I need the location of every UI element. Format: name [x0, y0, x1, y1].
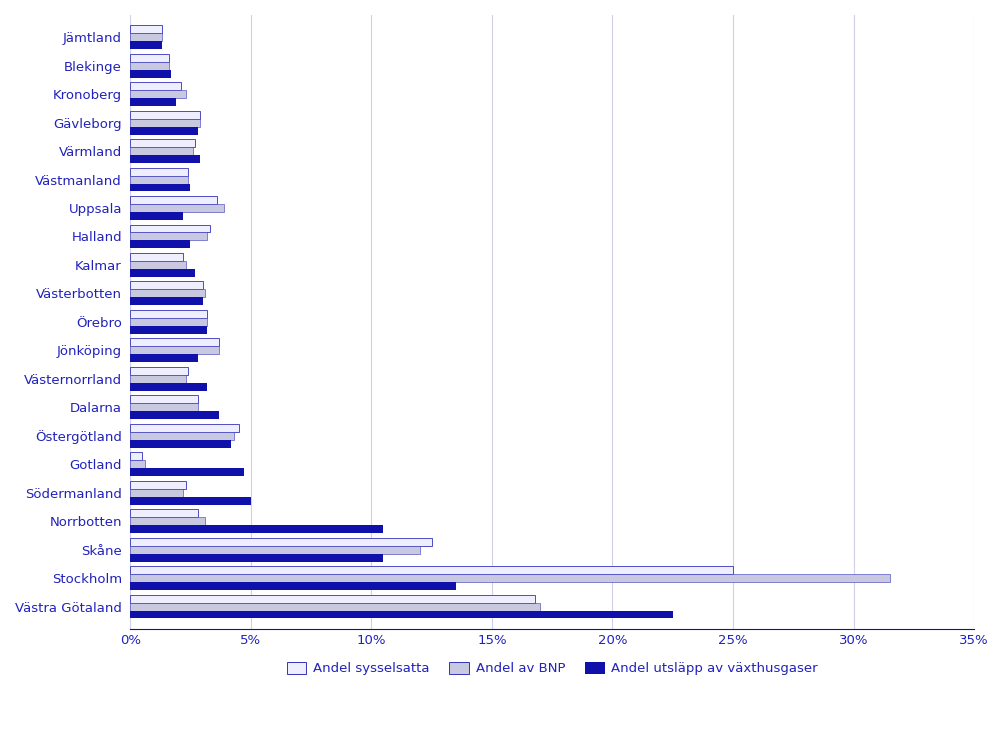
Bar	[130, 196, 217, 204]
Bar	[130, 489, 184, 497]
Bar	[130, 481, 186, 489]
Bar	[130, 574, 889, 582]
Bar	[130, 155, 200, 163]
Bar	[130, 553, 383, 562]
Bar	[130, 168, 188, 176]
Bar	[130, 232, 208, 240]
Bar	[130, 395, 198, 404]
Bar	[130, 346, 220, 354]
Bar	[130, 33, 161, 41]
Bar	[130, 176, 188, 184]
Bar	[130, 224, 210, 232]
Bar	[130, 54, 169, 62]
Bar	[130, 269, 196, 277]
Bar	[130, 582, 455, 590]
Bar	[130, 566, 732, 574]
Bar	[130, 118, 200, 126]
Bar	[130, 460, 144, 468]
Bar	[130, 497, 251, 505]
Bar	[130, 424, 239, 431]
Bar	[130, 326, 208, 334]
Bar	[130, 139, 196, 147]
Bar	[130, 318, 208, 326]
Bar	[130, 298, 203, 305]
Bar	[130, 290, 205, 298]
Bar	[130, 111, 200, 118]
Legend: Andel sysselsatta, Andel av BNP, Andel utsläpp av växthusgaser: Andel sysselsatta, Andel av BNP, Andel u…	[281, 656, 822, 681]
Bar	[130, 375, 186, 383]
Bar	[130, 212, 184, 220]
Bar	[130, 338, 220, 346]
Bar	[130, 82, 181, 90]
Bar	[130, 545, 419, 553]
Bar	[130, 595, 535, 603]
Bar	[130, 184, 191, 192]
Bar	[130, 98, 176, 106]
Bar	[130, 452, 142, 460]
Bar	[130, 310, 208, 318]
Bar	[130, 431, 234, 440]
Bar	[130, 354, 198, 362]
Bar	[130, 537, 431, 545]
Bar	[130, 509, 198, 517]
Bar	[130, 282, 203, 290]
Bar	[130, 468, 244, 476]
Bar	[130, 70, 172, 78]
Bar	[130, 41, 161, 49]
Bar	[130, 517, 205, 525]
Bar	[130, 147, 193, 155]
Bar	[130, 440, 232, 448]
Bar	[130, 412, 220, 419]
Bar	[130, 253, 184, 261]
Bar	[130, 62, 169, 70]
Bar	[130, 603, 540, 611]
Bar	[130, 126, 198, 135]
Bar	[130, 204, 224, 212]
Bar	[130, 525, 383, 533]
Bar	[130, 261, 186, 269]
Bar	[130, 367, 188, 375]
Bar	[130, 383, 208, 391]
Bar	[130, 404, 198, 412]
Bar	[130, 611, 672, 618]
Bar	[130, 240, 191, 248]
Bar	[130, 25, 161, 33]
Bar	[130, 90, 186, 98]
